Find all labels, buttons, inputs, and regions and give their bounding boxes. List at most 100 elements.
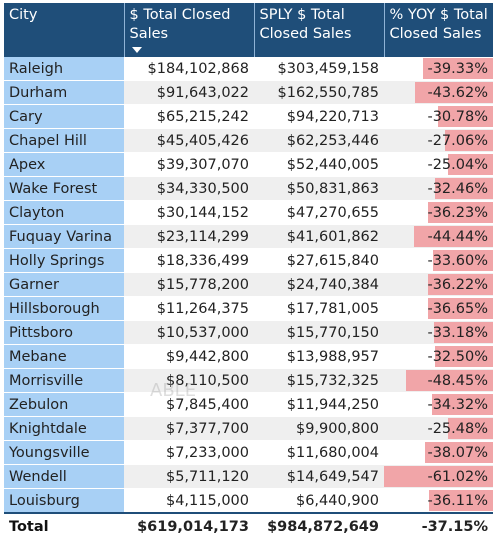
total-closed-sales-cell: $8,110,500 — [124, 368, 254, 393]
total-closed-sales-cell: $10,537,000 — [124, 320, 254, 345]
yoy-bar — [415, 82, 493, 103]
table-row[interactable]: Holly Springs $18,336,499 $27,615,840 -33.6… — [4, 248, 493, 273]
yoy-cell: -39.33% — [384, 57, 493, 81]
total-closed-sales-cell: $4,115,000 — [124, 488, 254, 514]
yoy-bar — [384, 466, 493, 487]
city-cell: Wendell — [4, 464, 124, 489]
table-row[interactable]: Clayton $30,144,152 $47,270,655 -36.23% — [4, 200, 493, 225]
city-cell: Knightdale — [4, 416, 124, 441]
yoy-cell: -48.45% — [384, 368, 493, 393]
yoy-bar — [434, 346, 493, 367]
totals-sply-total-closed-sales: $984,872,649 — [254, 512, 384, 540]
yoy-bar — [425, 442, 493, 463]
yoy-value: -44.44% — [427, 228, 488, 245]
city-cell: Fuquay Varina — [4, 224, 124, 249]
yoy-cell: -34.32% — [384, 392, 493, 417]
sply-total-closed-sales-cell: $41,601,862 — [254, 224, 384, 249]
yoy-value: -34.32% — [427, 396, 488, 413]
table-row[interactable]: Mebane $9,442,800 $13,988,957 -32.50% — [4, 344, 493, 369]
table-row[interactable]: Chapel Hill $45,405,426 $62,253,446 -27.06% — [4, 128, 493, 153]
sales-table: City $ Total Closed Sales SPLY $ Total C… — [4, 3, 493, 540]
table-row[interactable]: Garner $15,778,200 $24,740,384 -36.22% — [4, 272, 493, 297]
city-cell: Raleigh — [4, 57, 124, 81]
city-cell: Hillsborough — [4, 296, 124, 321]
total-closed-sales-cell: $7,845,400 — [124, 392, 254, 417]
sply-total-closed-sales-cell: $11,680,004 — [254, 440, 384, 465]
column-header-label: SPLY $ Total Closed Sales — [259, 7, 352, 42]
yoy-bar — [435, 178, 493, 199]
yoy-cell: -36.23% — [384, 200, 493, 225]
total-closed-sales-cell: $5,711,120 — [124, 464, 254, 489]
city-cell: Louisburg — [4, 488, 124, 514]
yoy-value: -33.60% — [427, 252, 488, 269]
table-row[interactable]: Louisburg $4,115,000 $6,440,900 -36.11% — [4, 488, 493, 514]
column-header-label: $ Total Closed Sales — [129, 7, 231, 42]
yoy-bar — [431, 394, 493, 415]
sort-descending-icon[interactable] — [131, 47, 142, 53]
city-cell: Durham — [4, 80, 124, 105]
yoy-cell: -33.18% — [384, 320, 493, 345]
yoy-bar — [428, 490, 493, 511]
sply-total-closed-sales-cell: $15,732,325 — [254, 368, 384, 393]
total-closed-sales-cell: $34,330,500 — [124, 176, 254, 201]
yoy-cell: -32.46% — [384, 176, 493, 201]
yoy-cell: -38.07% — [384, 440, 493, 465]
sply-total-closed-sales-cell: $303,459,158 — [254, 57, 384, 81]
table-row[interactable]: Hillsborough $11,264,375 $17,781,005 -36.65… — [4, 296, 493, 321]
yoy-bar — [438, 106, 493, 127]
total-closed-sales-cell: $11,264,375 — [124, 296, 254, 321]
sply-total-closed-sales-cell: $47,270,655 — [254, 200, 384, 225]
yoy-value: -25.04% — [427, 156, 488, 173]
column-header-city[interactable]: City — [4, 3, 125, 57]
yoy-cell: -44.44% — [384, 224, 493, 249]
totals-yoy: -37.15% — [384, 512, 493, 540]
yoy-value: -36.11% — [427, 492, 488, 509]
sply-total-closed-sales-cell: $94,220,713 — [254, 104, 384, 129]
sply-total-closed-sales-cell: $24,740,384 — [254, 272, 384, 297]
table-row[interactable]: Durham $91,643,022 $162,550,785 -43.62% — [4, 80, 493, 105]
sply-total-closed-sales-cell: $17,781,005 — [254, 296, 384, 321]
yoy-cell: -33.60% — [384, 248, 493, 273]
yoy-value: -33.18% — [427, 324, 488, 341]
yoy-value: -32.50% — [427, 348, 488, 365]
yoy-bar — [428, 274, 493, 295]
yoy-cell: -36.11% — [384, 488, 493, 514]
yoy-value: -43.62% — [427, 84, 488, 101]
table-row[interactable]: Zebulon $7,845,400 $11,944,250 -34.32% — [4, 392, 493, 417]
yoy-bar — [422, 58, 493, 79]
yoy-cell: -30.78% — [384, 104, 493, 129]
sply-total-closed-sales-cell: $13,988,957 — [254, 344, 384, 369]
total-closed-sales-cell: $65,215,242 — [124, 104, 254, 129]
table-row[interactable]: Fuquay Varina $23,114,299 $41,601,862 -44.4… — [4, 224, 493, 249]
yoy-bar — [447, 418, 493, 439]
table-row[interactable]: Pittsboro $10,537,000 $15,770,150 -33.18% — [4, 320, 493, 345]
yoy-bar — [413, 226, 493, 247]
yoy-value: -36.22% — [427, 276, 488, 293]
column-header-yoy-total-closed-sales[interactable]: % YOY $ Total Closed Sales — [384, 3, 493, 57]
table-row[interactable]: Wake Forest $34,330,500 $50,831,863 -32.46% — [4, 176, 493, 201]
city-cell: Wake Forest — [4, 176, 124, 201]
table-row[interactable]: Raleigh $184,102,868 $303,459,158 -39.33% — [4, 57, 493, 81]
yoy-bar — [432, 250, 493, 271]
total-closed-sales-cell: $184,102,868 — [124, 57, 254, 81]
table-row[interactable]: Cary $65,215,242 $94,220,713 -30.78% — [4, 104, 493, 129]
yoy-value: -27.06% — [427, 132, 488, 149]
column-header-label: City — [9, 7, 38, 23]
table-row[interactable]: Knightdale $7,377,700 $9,900,800 -25.48% — [4, 416, 493, 441]
city-cell: Apex — [4, 152, 124, 177]
table-row[interactable]: Apex $39,307,070 $52,440,005 -25.04% — [4, 152, 493, 177]
table-row[interactable]: Morrisville $8,110,500 $15,732,325 -48.45% — [4, 368, 493, 393]
column-header-sply-total-closed-sales[interactable]: SPLY $ Total Closed Sales — [254, 3, 385, 57]
totals-label: Total — [4, 512, 124, 540]
sply-total-closed-sales-cell: $15,770,150 — [254, 320, 384, 345]
total-closed-sales-cell: $7,377,700 — [124, 416, 254, 441]
yoy-bar — [448, 154, 493, 175]
sply-total-closed-sales-cell: $50,831,863 — [254, 176, 384, 201]
table-row[interactable]: Wendell $5,711,120 $14,649,547 -61.02% — [4, 464, 493, 489]
sply-total-closed-sales-cell: $162,550,785 — [254, 80, 384, 105]
yoy-bar — [427, 298, 493, 319]
yoy-value: -32.46% — [427, 180, 488, 197]
column-header-total-closed-sales[interactable]: $ Total Closed Sales — [124, 3, 255, 57]
table-row[interactable]: Youngsville $7,233,000 $11,680,004 -38.07% — [4, 440, 493, 465]
sply-total-closed-sales-cell: $14,649,547 — [254, 464, 384, 489]
